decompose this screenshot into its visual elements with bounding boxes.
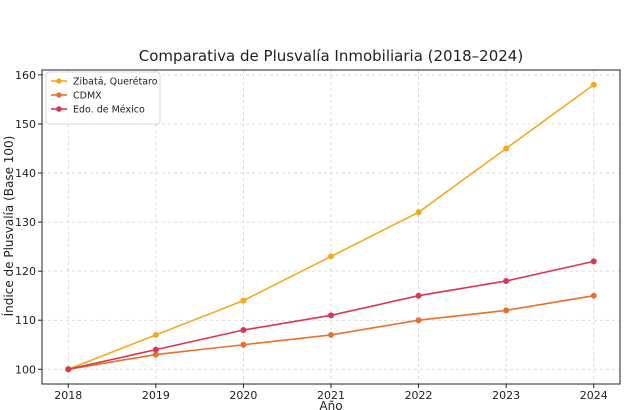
legend-item: CDMX (51, 91, 102, 102)
x-tick-label: 2020 (229, 389, 257, 402)
data-point (415, 317, 422, 324)
x-tick-label: 2023 (492, 389, 520, 402)
series-2 (65, 258, 597, 373)
data-point (328, 312, 334, 319)
data-point (590, 258, 597, 265)
legend-swatch-marker (56, 92, 62, 98)
data-point (415, 209, 422, 216)
data-point (590, 81, 597, 88)
legend-label: Edo. de México (73, 105, 145, 116)
x-tick-label: 2022 (405, 389, 433, 402)
data-point (503, 307, 510, 314)
legend: Zibatá, Querétaro CDMX Edo. de México (45, 71, 161, 125)
data-point (415, 292, 422, 299)
y-tick-label: 120 (15, 265, 36, 278)
data-point (152, 331, 159, 338)
data-point (152, 346, 159, 353)
data-point (503, 145, 510, 152)
data-point (240, 341, 247, 348)
legend-box (45, 71, 161, 125)
legend-label: Zibatá, Querétaro (73, 77, 158, 88)
y-axis-label: Índice de Plusvalía (Base 100) (1, 136, 16, 317)
data-point (240, 327, 247, 334)
data-point (503, 277, 510, 284)
x-tick-label: 2021 (317, 389, 345, 402)
x-tick-label: 2019 (142, 389, 170, 402)
y-tick-label: 140 (15, 167, 36, 180)
x-tick-label: 2018 (54, 389, 82, 402)
legend-swatch-marker (56, 106, 62, 112)
data-point (328, 253, 334, 260)
chart-title: Comparativa de Plusvalía Inmobiliaria (2… (139, 47, 523, 65)
data-point (240, 297, 247, 304)
x-axis-label: Año (319, 399, 342, 410)
x-tick-label: 2024 (580, 389, 608, 402)
y-axis-ticks: 100 110 120 130 140 150 160 (15, 69, 42, 376)
x-axis-ticks: 2018 2019 2020 2021 2022 2023 2024 (54, 384, 608, 402)
data-point (65, 366, 72, 373)
data-point (328, 331, 334, 338)
legend-swatch-marker (56, 78, 62, 84)
series-group (65, 81, 597, 373)
legend-label: CDMX (73, 91, 102, 102)
legend-item: Edo. de México (51, 105, 145, 116)
legend-item: Zibatá, Querétaro (51, 77, 158, 88)
y-tick-label: 100 (15, 363, 36, 376)
y-tick-label: 130 (15, 216, 36, 229)
data-point (152, 351, 159, 358)
y-tick-label: 150 (15, 118, 36, 131)
y-tick-label: 160 (15, 69, 36, 82)
data-point (590, 292, 597, 299)
y-tick-label: 110 (15, 314, 36, 327)
